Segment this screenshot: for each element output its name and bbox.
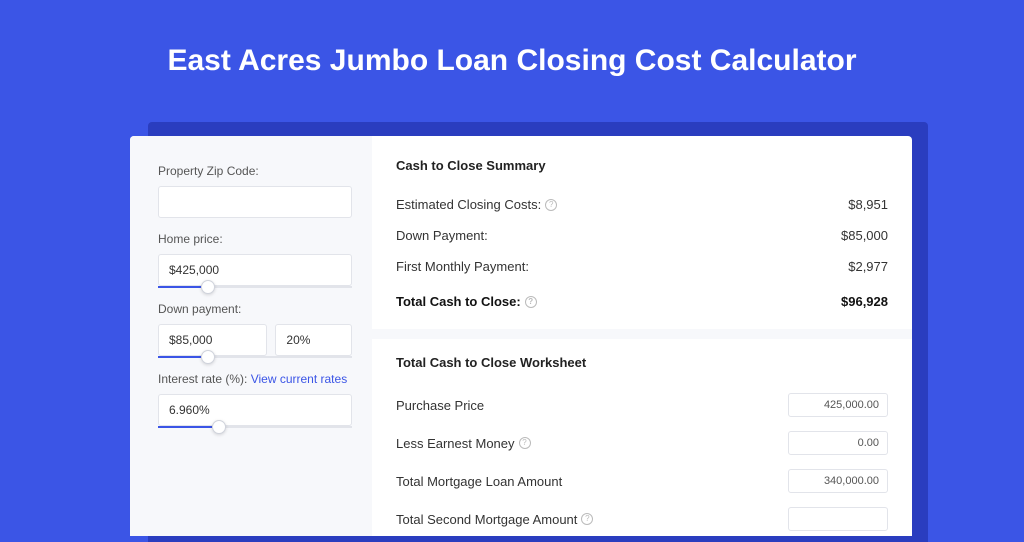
interest-slider-fill bbox=[158, 426, 212, 428]
worksheet-row: Less Earnest Money ? 0.00 bbox=[396, 424, 888, 462]
interest-label: Interest rate (%): View current rates bbox=[158, 372, 352, 386]
home-price-input[interactable] bbox=[158, 254, 352, 286]
down-payment-pct-input[interactable] bbox=[275, 324, 352, 356]
down-payment-slider-thumb[interactable] bbox=[201, 350, 215, 364]
summary-row: Estimated Closing Costs: ? $8,951 bbox=[396, 189, 888, 220]
summary-row: First Monthly Payment: $2,977 bbox=[396, 251, 888, 282]
summary-row: Down Payment: $85,000 bbox=[396, 220, 888, 251]
interest-label-text: Interest rate (%): bbox=[158, 372, 251, 386]
home-price-group: Home price: bbox=[158, 232, 352, 288]
worksheet-row-value[interactable]: 340,000.00 bbox=[788, 469, 888, 493]
worksheet-title: Total Cash to Close Worksheet bbox=[396, 355, 888, 370]
inputs-panel: Property Zip Code: Home price: Down paym… bbox=[130, 136, 372, 536]
interest-slider-thumb[interactable] bbox=[212, 420, 226, 434]
results-panel: Cash to Close Summary Estimated Closing … bbox=[372, 136, 912, 536]
home-price-slider-thumb[interactable] bbox=[201, 280, 215, 294]
down-payment-slider-fill bbox=[158, 356, 201, 358]
interest-group: Interest rate (%): View current rates bbox=[158, 372, 352, 428]
summary-total-value: $96,928 bbox=[841, 294, 888, 309]
worksheet-row-label: Total Second Mortgage Amount bbox=[396, 512, 577, 527]
worksheet-row-value[interactable]: 0.00 bbox=[788, 431, 888, 455]
summary-row-value: $2,977 bbox=[848, 259, 888, 274]
worksheet-row-value[interactable]: 425,000.00 bbox=[788, 393, 888, 417]
page-title: East Acres Jumbo Loan Closing Cost Calcu… bbox=[0, 0, 1024, 106]
worksheet-row-value[interactable] bbox=[788, 507, 888, 531]
summary-total-row: Total Cash to Close: ? $96,928 bbox=[396, 286, 888, 317]
summary-row-label: First Monthly Payment: bbox=[396, 259, 529, 274]
summary-row-label: Estimated Closing Costs: bbox=[396, 197, 541, 212]
view-rates-link[interactable]: View current rates bbox=[251, 372, 348, 386]
home-price-label: Home price: bbox=[158, 232, 352, 246]
section-divider bbox=[372, 329, 912, 339]
help-icon[interactable]: ? bbox=[525, 296, 537, 308]
worksheet-row: Purchase Price 425,000.00 bbox=[396, 386, 888, 424]
interest-input[interactable] bbox=[158, 394, 352, 426]
worksheet-row-label: Less Earnest Money bbox=[396, 436, 515, 451]
summary-title: Cash to Close Summary bbox=[396, 158, 888, 173]
home-price-slider[interactable] bbox=[158, 286, 352, 288]
down-payment-slider[interactable] bbox=[158, 356, 352, 358]
worksheet-row-label: Total Mortgage Loan Amount bbox=[396, 474, 562, 489]
zip-group: Property Zip Code: bbox=[158, 164, 352, 218]
summary-row-value: $85,000 bbox=[841, 228, 888, 243]
summary-row-label: Down Payment: bbox=[396, 228, 488, 243]
down-payment-label: Down payment: bbox=[158, 302, 352, 316]
worksheet-row-label: Purchase Price bbox=[396, 398, 484, 413]
worksheet-section: Total Cash to Close Worksheet Purchase P… bbox=[396, 339, 888, 536]
help-icon[interactable]: ? bbox=[519, 437, 531, 449]
worksheet-row: Total Second Mortgage Amount ? bbox=[396, 500, 888, 536]
home-price-slider-fill bbox=[158, 286, 201, 288]
worksheet-row: Total Mortgage Loan Amount 340,000.00 bbox=[396, 462, 888, 500]
zip-label: Property Zip Code: bbox=[158, 164, 352, 178]
help-icon[interactable]: ? bbox=[581, 513, 593, 525]
summary-row-value: $8,951 bbox=[848, 197, 888, 212]
down-payment-group: Down payment: bbox=[158, 302, 352, 358]
help-icon[interactable]: ? bbox=[545, 199, 557, 211]
zip-input[interactable] bbox=[158, 186, 352, 218]
summary-total-label: Total Cash to Close: bbox=[396, 294, 521, 309]
interest-slider[interactable] bbox=[158, 426, 352, 428]
calculator-card: Property Zip Code: Home price: Down paym… bbox=[130, 136, 912, 536]
